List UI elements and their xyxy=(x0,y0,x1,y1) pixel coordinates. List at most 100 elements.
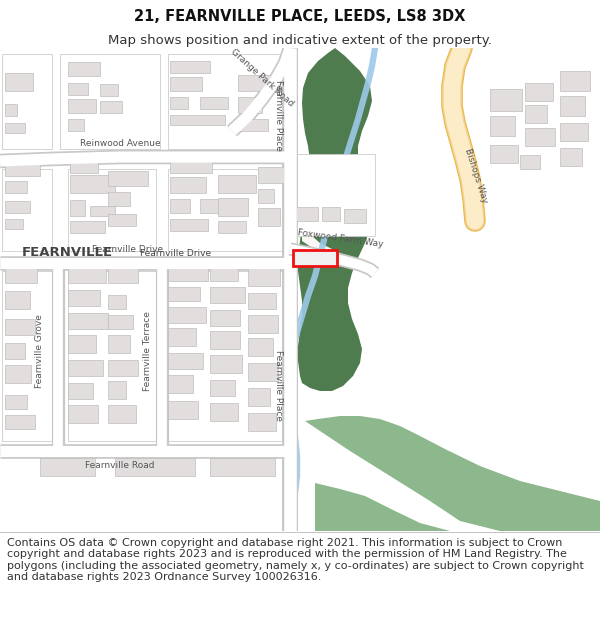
Text: Foxwood Farm Way: Foxwood Farm Way xyxy=(296,229,383,249)
Bar xyxy=(248,388,270,406)
Bar xyxy=(170,77,202,91)
Bar xyxy=(108,405,136,423)
Bar xyxy=(170,159,212,173)
Bar xyxy=(258,189,274,203)
Bar xyxy=(5,415,35,429)
Bar xyxy=(5,343,25,359)
Bar xyxy=(68,271,156,441)
Bar xyxy=(108,295,126,309)
Bar xyxy=(560,123,588,141)
Bar xyxy=(168,328,196,346)
Bar xyxy=(68,83,88,95)
Bar xyxy=(115,458,195,476)
Bar xyxy=(200,97,228,109)
Bar xyxy=(90,206,115,216)
Text: Fearnville Place: Fearnville Place xyxy=(274,81,283,151)
Bar xyxy=(68,62,100,76)
Bar xyxy=(168,307,206,323)
Bar xyxy=(560,71,590,91)
Bar xyxy=(168,54,286,149)
Bar xyxy=(200,199,228,213)
Bar xyxy=(218,198,248,216)
Text: Fearnville Road: Fearnville Road xyxy=(85,461,155,471)
Text: Grange Park Road: Grange Park Road xyxy=(229,48,295,109)
Bar xyxy=(344,209,366,223)
Bar xyxy=(100,101,122,113)
Bar xyxy=(168,401,198,419)
Bar xyxy=(68,169,156,251)
Bar xyxy=(2,271,52,441)
Bar xyxy=(248,413,276,431)
Text: Reinwood Avenue: Reinwood Avenue xyxy=(80,139,160,149)
Bar xyxy=(68,405,98,423)
Bar xyxy=(170,177,206,193)
Bar xyxy=(560,148,582,166)
Bar xyxy=(248,315,278,333)
Text: Fearnville Place: Fearnville Place xyxy=(274,351,283,421)
Bar xyxy=(210,265,238,281)
Bar xyxy=(5,104,17,116)
Bar xyxy=(560,96,585,116)
Bar xyxy=(525,83,553,101)
Bar xyxy=(168,271,286,441)
Bar xyxy=(258,208,280,226)
Bar xyxy=(210,458,275,476)
Bar xyxy=(68,265,106,283)
Bar xyxy=(168,375,193,393)
Bar xyxy=(108,171,148,186)
Bar xyxy=(218,221,246,233)
Bar xyxy=(68,335,96,353)
Bar xyxy=(5,201,30,213)
Bar xyxy=(70,200,85,216)
Bar xyxy=(168,265,208,281)
Bar xyxy=(100,84,118,96)
Bar xyxy=(170,199,190,213)
Bar xyxy=(170,97,188,109)
Text: Fearnville Drive: Fearnville Drive xyxy=(92,244,164,254)
Bar xyxy=(490,89,522,111)
Bar xyxy=(210,310,240,326)
Bar xyxy=(40,458,95,476)
Bar xyxy=(248,363,278,381)
Bar xyxy=(238,75,276,91)
Bar xyxy=(293,154,375,236)
Bar xyxy=(68,383,93,399)
Text: Contains OS data © Crown copyright and database right 2021. This information is : Contains OS data © Crown copyright and d… xyxy=(7,538,584,582)
Bar xyxy=(210,331,240,349)
Bar xyxy=(2,169,52,251)
Text: Map shows position and indicative extent of the property.: Map shows position and indicative extent… xyxy=(108,34,492,47)
Bar xyxy=(248,338,273,356)
Bar xyxy=(322,207,340,221)
Bar xyxy=(168,353,203,369)
Text: Fearnville Drive: Fearnville Drive xyxy=(140,249,211,258)
Bar xyxy=(68,313,108,329)
Bar xyxy=(108,192,130,206)
Bar xyxy=(490,145,518,163)
Bar xyxy=(5,164,40,176)
Bar xyxy=(108,214,136,226)
Bar xyxy=(70,221,105,233)
Text: 21, FEARNVILLE PLACE, LEEDS, LS8 3DX: 21, FEARNVILLE PLACE, LEEDS, LS8 3DX xyxy=(134,9,466,24)
Text: Bishops Way: Bishops Way xyxy=(463,148,489,204)
Bar xyxy=(296,207,318,221)
Bar xyxy=(293,250,337,266)
Bar xyxy=(170,115,225,125)
Bar xyxy=(108,315,133,329)
Bar xyxy=(108,265,138,283)
Bar xyxy=(5,181,27,193)
Bar xyxy=(168,169,286,251)
Bar xyxy=(68,99,96,113)
Bar xyxy=(68,360,103,376)
Polygon shape xyxy=(298,48,372,391)
Text: Fearnville Grove: Fearnville Grove xyxy=(35,314,44,388)
Text: Fearnville Terrace: Fearnville Terrace xyxy=(143,311,151,391)
Polygon shape xyxy=(315,483,450,531)
Bar xyxy=(108,360,138,376)
Bar xyxy=(5,291,30,309)
Bar xyxy=(248,293,276,309)
Bar xyxy=(68,290,100,306)
Text: FEARNVILLE: FEARNVILLE xyxy=(22,246,113,259)
Bar xyxy=(170,219,208,231)
Bar xyxy=(5,395,27,409)
Bar xyxy=(525,128,555,146)
